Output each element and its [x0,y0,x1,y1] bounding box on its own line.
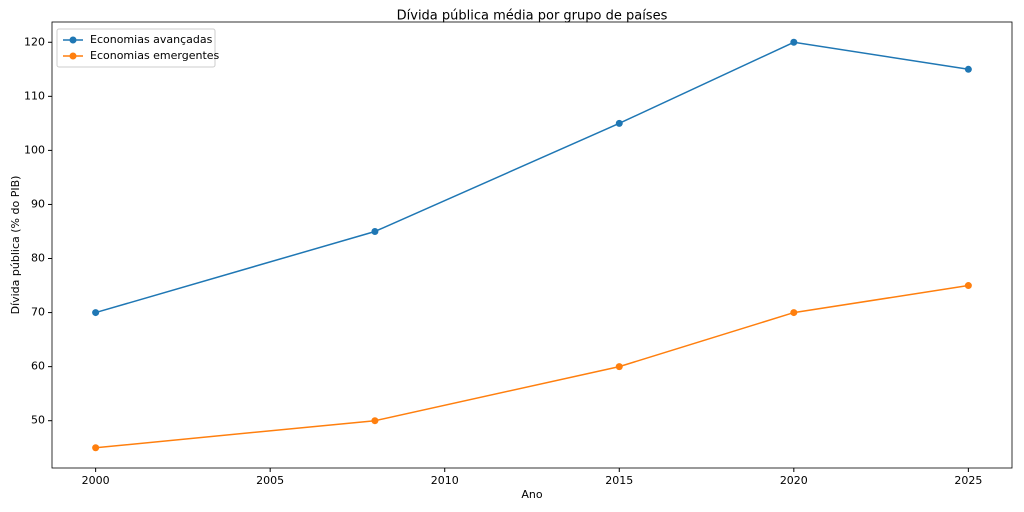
legend-marker [69,52,77,60]
x-tick-label: 2015 [605,474,633,487]
point [615,119,623,127]
x-axis-label: Ano [521,488,542,501]
point [964,282,972,290]
y-axis-label: Dívida pública (% do PIB) [9,176,22,315]
x-tick-label: 2010 [431,474,459,487]
x-tick-label: 2005 [256,474,284,487]
y-tick-label: 100 [24,143,45,156]
y-tick-label: 110 [24,89,45,102]
legend-marker [69,36,77,44]
point [615,363,623,371]
chart-title: Dívida pública média por grupo de países [397,9,668,24]
point [371,417,379,425]
y-tick-label: 80 [31,252,45,265]
plot-frame [51,21,1013,469]
legend-box [56,28,216,68]
y-tick-label: 70 [31,306,45,319]
y-tick-label: 90 [31,197,45,210]
x-tick-label: 2000 [82,474,110,487]
legend-label: Economias emergentes [90,49,220,62]
point [92,444,100,452]
point [790,309,798,317]
x-tick-label: 2020 [780,474,808,487]
point [371,227,379,235]
point [964,65,972,73]
y-tick-label: 50 [31,414,45,427]
legend-label: Economias avançadas [90,33,213,46]
point [790,38,798,46]
point [92,309,100,317]
y-tick-label: 120 [24,35,45,48]
y-tick-label: 60 [31,360,45,373]
x-tick-label: 2025 [954,474,982,487]
